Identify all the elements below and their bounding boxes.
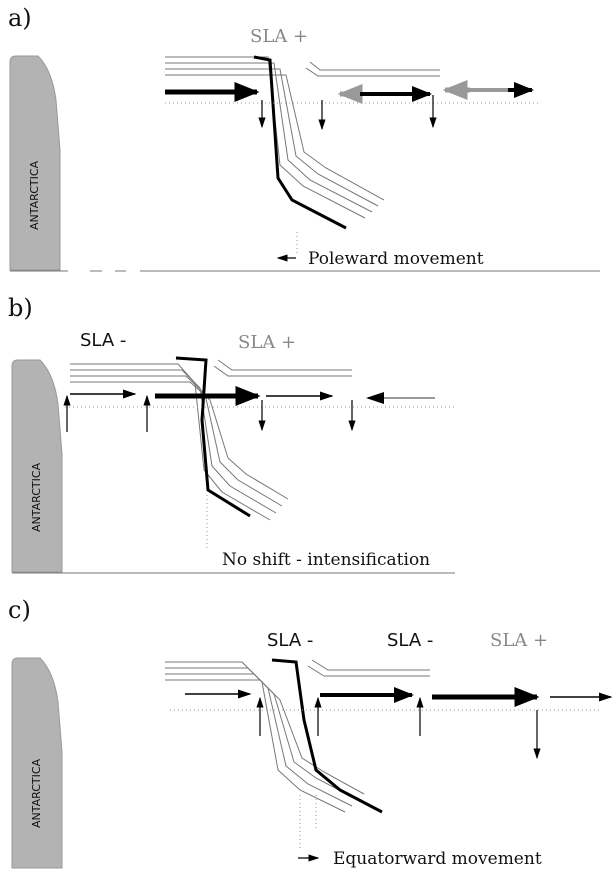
isobaths (165, 660, 430, 812)
panel-label: a) (8, 4, 32, 32)
caption: No shift - intensification (222, 550, 430, 570)
panel-label: c) (8, 596, 31, 624)
diagram: a) ANTARCTICA SLA + Poleward movement b)… (0, 0, 612, 871)
panel-label: b) (8, 294, 33, 322)
sla-label: SLA + (250, 26, 308, 47)
caption: Equatorward movement (333, 849, 542, 869)
panel-b: b) ANTARCTICA SLA - SLA + No shift - int… (8, 294, 455, 573)
sla-label: SLA - (80, 330, 126, 351)
sla-label: SLA - (387, 630, 433, 651)
panel-a: a) ANTARCTICA SLA + Poleward movement (8, 4, 600, 271)
isobaths (70, 358, 352, 520)
isobaths (165, 57, 440, 228)
land-label: ANTARCTICA (30, 758, 43, 828)
sla-label: SLA - (267, 630, 313, 651)
sla-label: SLA + (238, 332, 296, 353)
land-label: ANTARCTICA (30, 462, 43, 532)
sla-label: SLA + (490, 630, 548, 651)
caption: Poleward movement (308, 249, 484, 269)
land-label: ANTARCTICA (28, 160, 41, 230)
panel-c: c) ANTARCTICA SLA - SLA - SLA + Equatorw… (8, 596, 611, 869)
